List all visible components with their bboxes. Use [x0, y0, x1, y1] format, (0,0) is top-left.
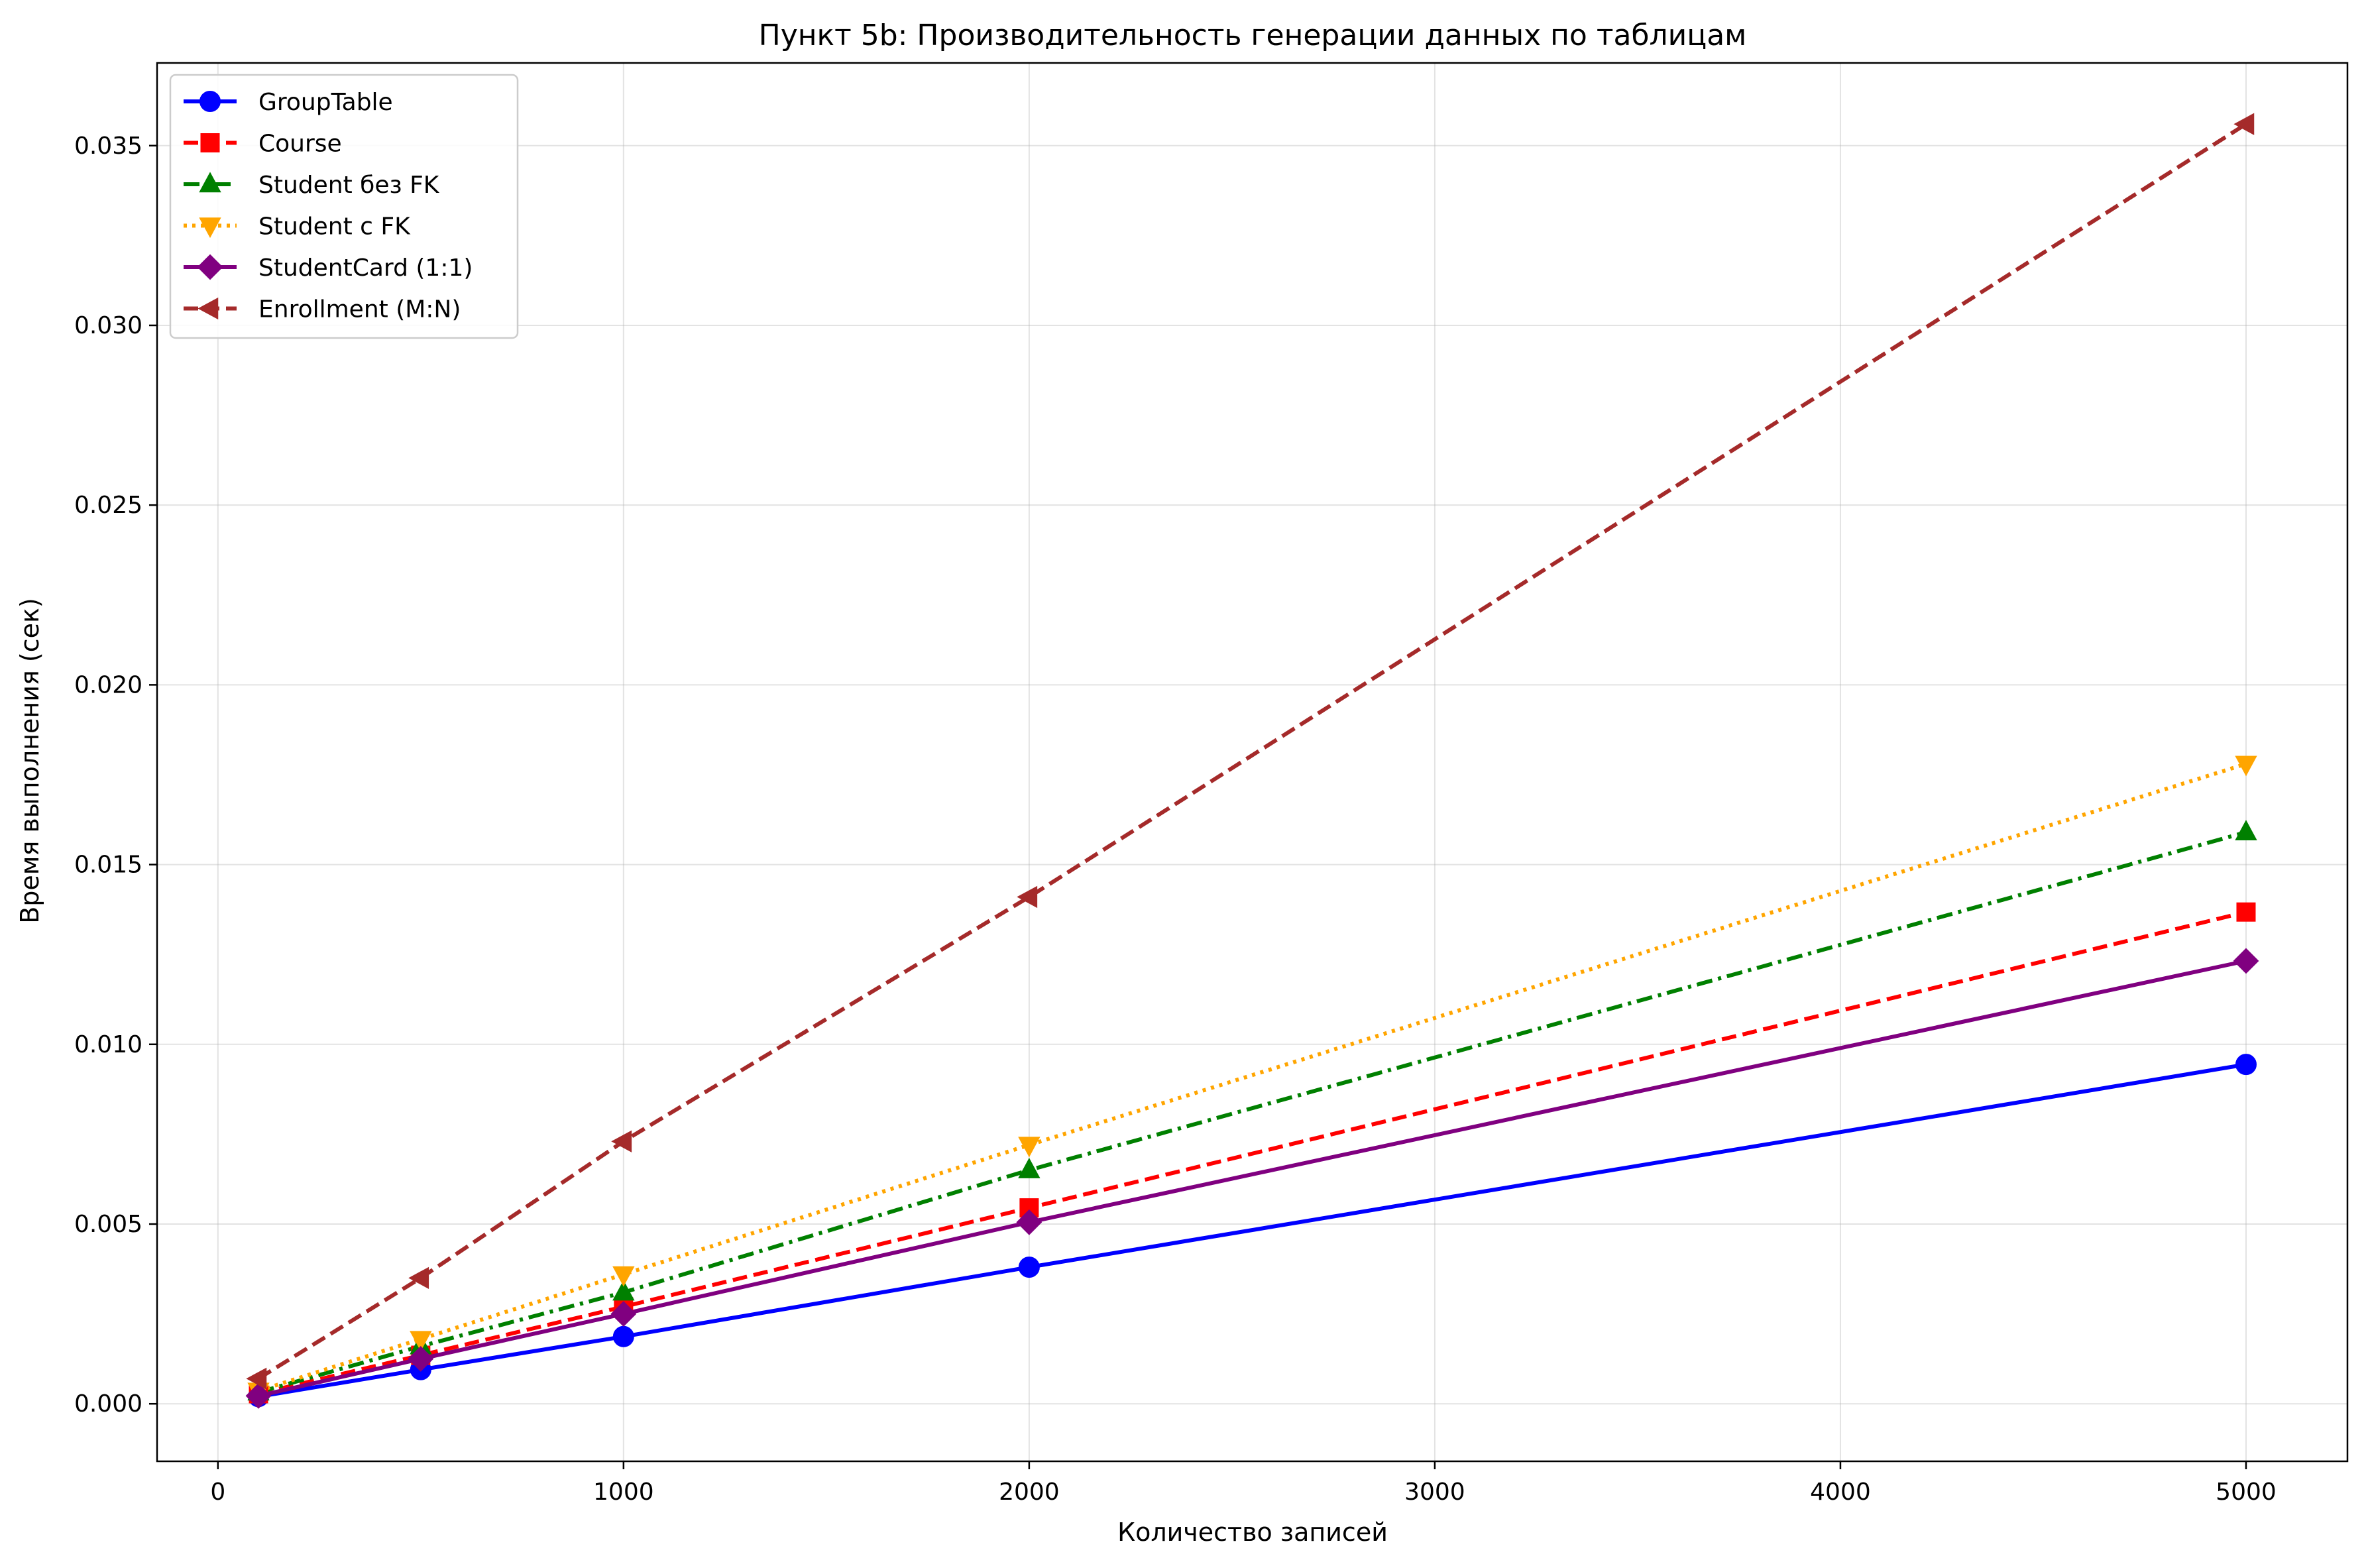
legend-label: StudentCard (1:1) — [258, 254, 473, 282]
x-tick-label: 1000 — [593, 1479, 654, 1506]
data-point — [410, 1331, 432, 1352]
legend-marker — [197, 297, 219, 320]
series-line-1 — [258, 910, 2247, 1396]
data-point — [1017, 885, 1038, 909]
legend-marker — [197, 254, 223, 280]
data-point — [2233, 948, 2259, 974]
x-tick-label: 4000 — [1810, 1479, 1871, 1506]
y-tick-label: 0.025 — [74, 492, 142, 519]
data-point — [2235, 820, 2257, 841]
data-point — [1016, 1209, 1042, 1235]
data-point — [611, 1130, 632, 1152]
series-line-3 — [258, 761, 2247, 1393]
y-tick-label: 0.030 — [74, 312, 142, 339]
y-tick-label: 0.020 — [74, 671, 142, 699]
legend-marker — [199, 91, 221, 112]
y-tick-label: 0.015 — [74, 852, 142, 879]
data-point — [612, 1280, 635, 1301]
y-axis-title: Время выполнения (сек) — [15, 598, 44, 924]
chart-title: Пункт 5b: Производительность генерации д… — [759, 19, 1747, 52]
data-point — [612, 1266, 635, 1287]
data-point — [2235, 756, 2257, 777]
y-tick-label: 0.000 — [74, 1390, 142, 1418]
x-tick-label: 5000 — [2216, 1479, 2277, 1506]
legend-label: Course — [258, 131, 342, 158]
legend-marker — [199, 172, 221, 193]
data-point — [245, 1382, 272, 1409]
x-axis-title: Количество записей — [1117, 1518, 1388, 1547]
data-point — [1018, 1158, 1041, 1178]
y-tick-label: 0.010 — [74, 1031, 142, 1058]
legend-label: GroupTable — [258, 89, 393, 116]
series-markers — [245, 113, 2259, 1409]
legend-label: Enrollment (M:N) — [258, 296, 461, 323]
data-point — [2233, 113, 2255, 135]
data-point — [2235, 1054, 2257, 1076]
grid-lines — [157, 63, 2347, 1461]
y-tick-label: 0.005 — [74, 1211, 142, 1238]
x-tick-label: 3000 — [1404, 1479, 1465, 1506]
data-point — [408, 1266, 429, 1290]
legend-marker — [200, 133, 220, 152]
data-point — [1018, 1137, 1041, 1158]
data-point — [1018, 1257, 1040, 1278]
legend-label: Student без FK — [258, 172, 440, 199]
legend-marker — [199, 217, 221, 239]
y-axis: 0.000 0.005 0.010 0.015 0.020 0.025 0.030 0.035 — [74, 133, 157, 1418]
data-point — [2236, 902, 2256, 922]
legend: GroupTable Course Student без FK Student с … — [169, 74, 519, 339]
data-point — [610, 1301, 637, 1327]
y-tick-label: 0.035 — [74, 133, 142, 160]
x-axis: 0 1000 2000 3000 4000 5000 — [210, 1461, 2277, 1506]
data-point — [246, 1367, 267, 1390]
legend-label: Student с FK — [258, 213, 411, 241]
data-point — [408, 1345, 434, 1372]
x-tick-label: 0 — [210, 1479, 225, 1506]
legend-box — [169, 74, 519, 339]
x-tick-label: 2000 — [999, 1479, 1060, 1506]
data-point — [612, 1325, 634, 1347]
plot-frame — [156, 62, 2349, 1463]
